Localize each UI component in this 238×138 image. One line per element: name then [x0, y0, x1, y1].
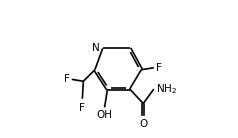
Text: N: N [92, 43, 100, 53]
Text: F: F [64, 74, 70, 84]
Text: OH: OH [97, 110, 113, 120]
Text: O: O [139, 119, 147, 129]
Text: NH$_2$: NH$_2$ [156, 82, 177, 96]
Text: F: F [79, 103, 85, 112]
Text: F: F [156, 63, 162, 73]
